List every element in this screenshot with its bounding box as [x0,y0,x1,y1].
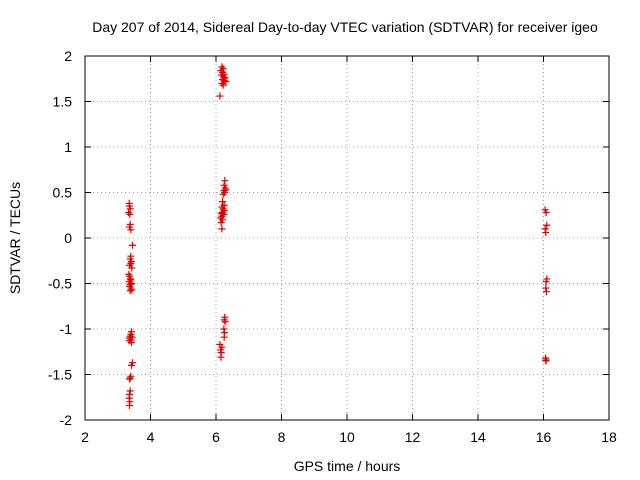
data-point [220,333,228,341]
data-point [220,325,228,333]
data-point [126,387,134,395]
y-tick-label: 0 [64,230,72,246]
data-point [128,339,136,347]
data-point [543,221,551,229]
data-point [128,286,136,294]
data-point [542,209,550,217]
data-point [221,177,229,185]
data-point [125,209,133,217]
x-tick-label: 14 [470,429,486,445]
grid-lines [85,56,609,420]
data-point [126,375,134,383]
data-point [128,241,136,249]
y-tick-label: -1.5 [48,367,72,383]
tick-labels: 2 4 6 8 10 12 14 16 18 -2 -1.5 -1 -0.5 0 0.5 1 1.5 2 [48,48,617,445]
data-point [542,288,550,296]
data-point [126,374,134,382]
y-tick-label: -2 [60,412,73,428]
x-tick-label: 2 [81,429,89,445]
y-tick-label: 0.5 [53,185,73,201]
data-point [219,190,227,198]
y-tick-label: -0.5 [48,276,72,292]
x-tick-label: 8 [278,429,286,445]
data-point [541,225,549,233]
axis-ticks [84,55,610,421]
data-point [222,77,230,85]
data-point [542,229,550,237]
data-point [221,318,229,326]
data-point [126,210,134,218]
data-point [216,92,224,100]
x-tick-label: 12 [405,429,421,445]
x-tick-label: 4 [147,429,155,445]
data-point [126,287,134,295]
x-tick-label: 18 [601,429,617,445]
y-tick-label: 2 [64,48,72,64]
data-point [125,394,133,402]
data-point [218,225,226,233]
plot-border [84,55,610,421]
data-point [219,198,227,206]
data-point [542,278,550,286]
data-point [126,401,134,409]
x-axis-label: GPS time / hours [294,458,401,474]
data-point [128,264,136,272]
x-tick-label: 6 [212,429,220,445]
data-point [219,81,227,89]
data-point [217,353,225,361]
data-point [542,357,550,365]
data-point [128,361,136,369]
data-point [217,219,225,227]
y-axis-label: SDTVAR / TECUs [7,182,23,294]
x-tick-label: 16 [536,429,552,445]
data-point [542,284,550,292]
data-points [125,63,551,409]
data-point [127,226,135,234]
data-point [218,63,226,71]
x-tick-label: 10 [339,429,355,445]
data-point [127,259,135,267]
y-tick-label: 1.5 [53,94,73,110]
chart-title: Day 207 of 2014, Sidereal Day-to-day VTE… [92,19,598,35]
y-tick-label: 1 [64,139,72,155]
y-tick-label: -1 [60,321,73,337]
